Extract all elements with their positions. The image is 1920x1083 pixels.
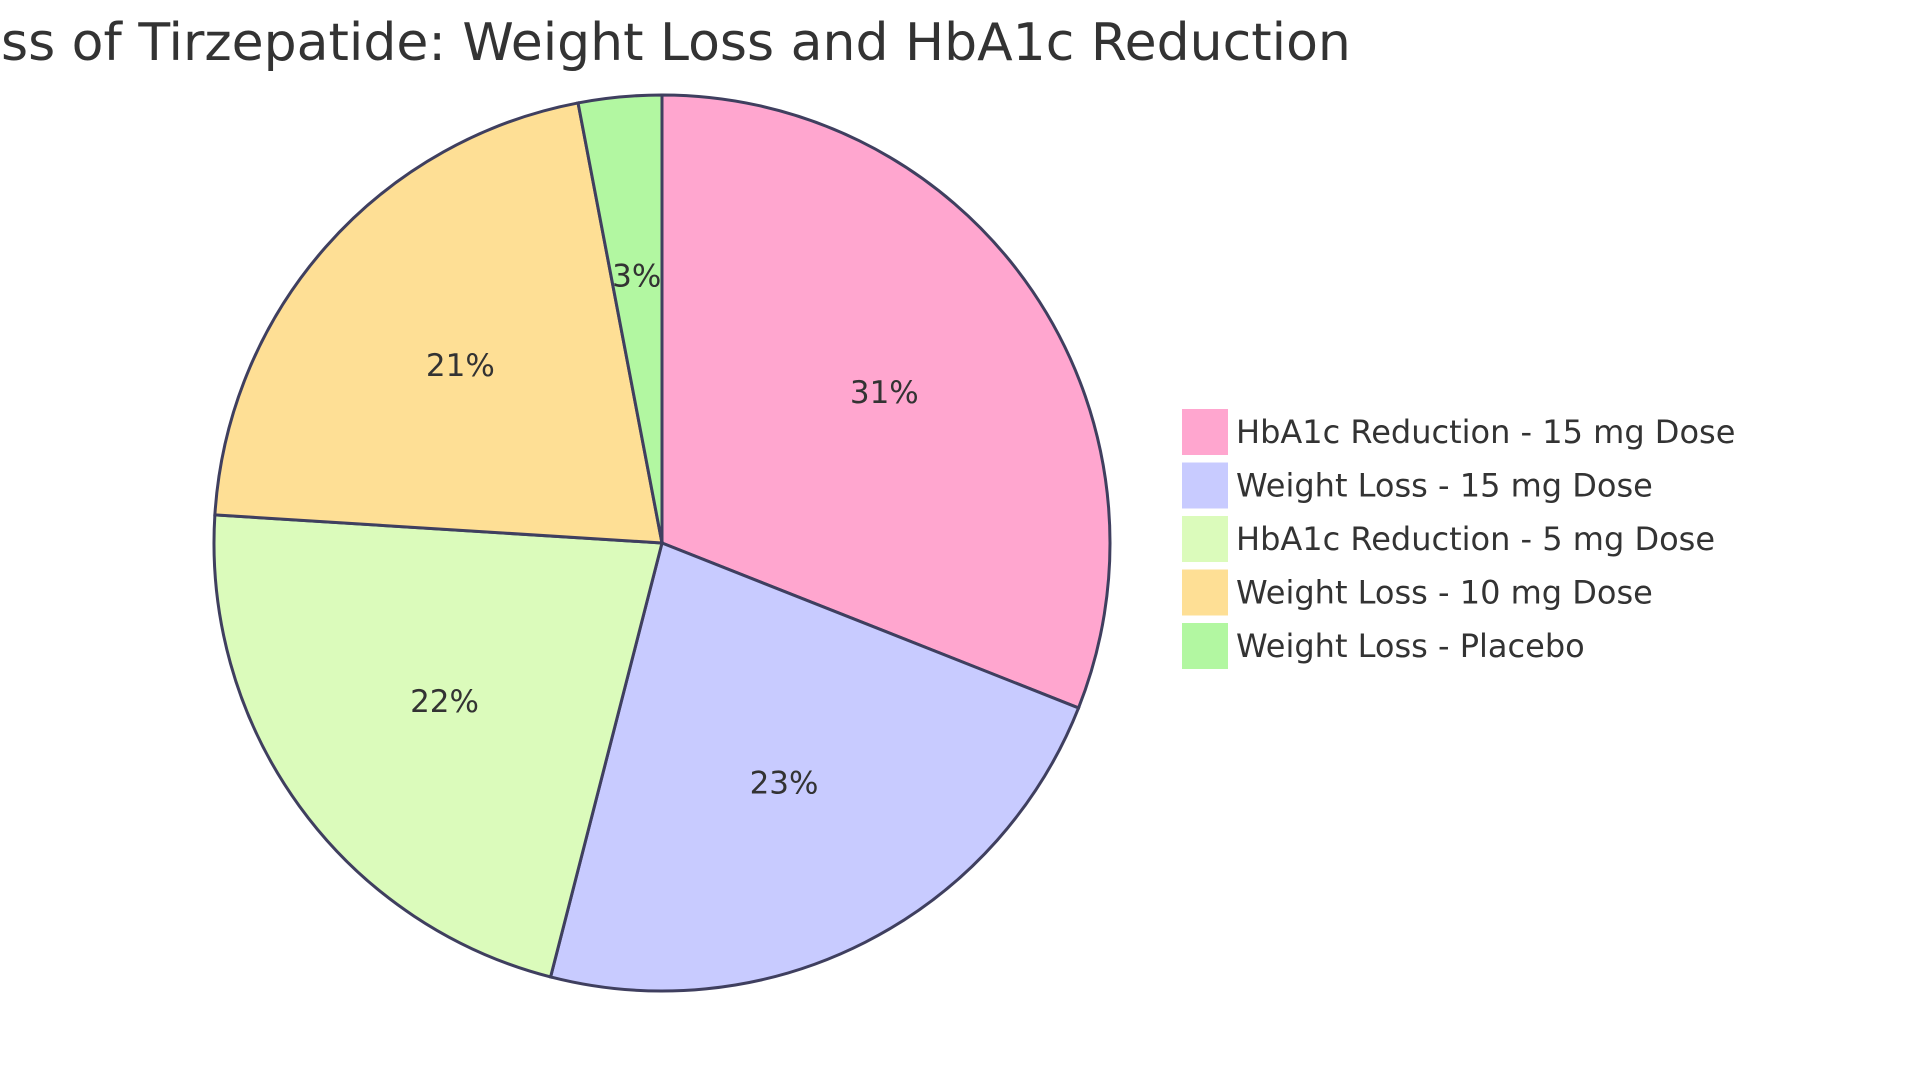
legend-swatch: [1182, 409, 1228, 455]
legend-swatch: [1182, 623, 1228, 669]
legend-label: Weight Loss - 15 mg Dose: [1236, 467, 1653, 505]
pie-slice: [576, 93, 664, 544]
legend: HbA1c Reduction - 15 mg Dose Weight Loss …: [1182, 409, 1735, 669]
legend-label: Weight Loss - 10 mg Dose: [1236, 574, 1653, 612]
legend-swatch: [1182, 462, 1228, 509]
legend-swatch: [1182, 569, 1228, 616]
pie-slice: [660, 93, 1112, 710]
pie-slice: [213, 101, 664, 545]
legend-label: HbA1c Reduction - 5 mg Dose: [1236, 520, 1715, 558]
pie-slice-labels: 31% 23% 22% 21% 3%: [410, 258, 919, 801]
legend-swatch: [1182, 516, 1228, 562]
slice-percent-label: 31%: [850, 375, 919, 411]
pie-slice: [212, 513, 664, 979]
slice-percent-label: 23%: [750, 766, 819, 802]
legend-label: Weight Loss - Placebo: [1236, 627, 1585, 665]
legend-label: HbA1c Reduction - 15 mg Dose: [1236, 413, 1735, 451]
pie-slice: [548, 540, 1081, 993]
slice-percent-label: 22%: [410, 684, 479, 720]
chart-title: Effectiveness of Tirzepatide: Weight Los…: [0, 13, 1351, 73]
slice-percent-label: 3%: [612, 258, 661, 294]
pie-slices: [212, 93, 1112, 993]
slice-percent-label: 21%: [426, 348, 495, 384]
